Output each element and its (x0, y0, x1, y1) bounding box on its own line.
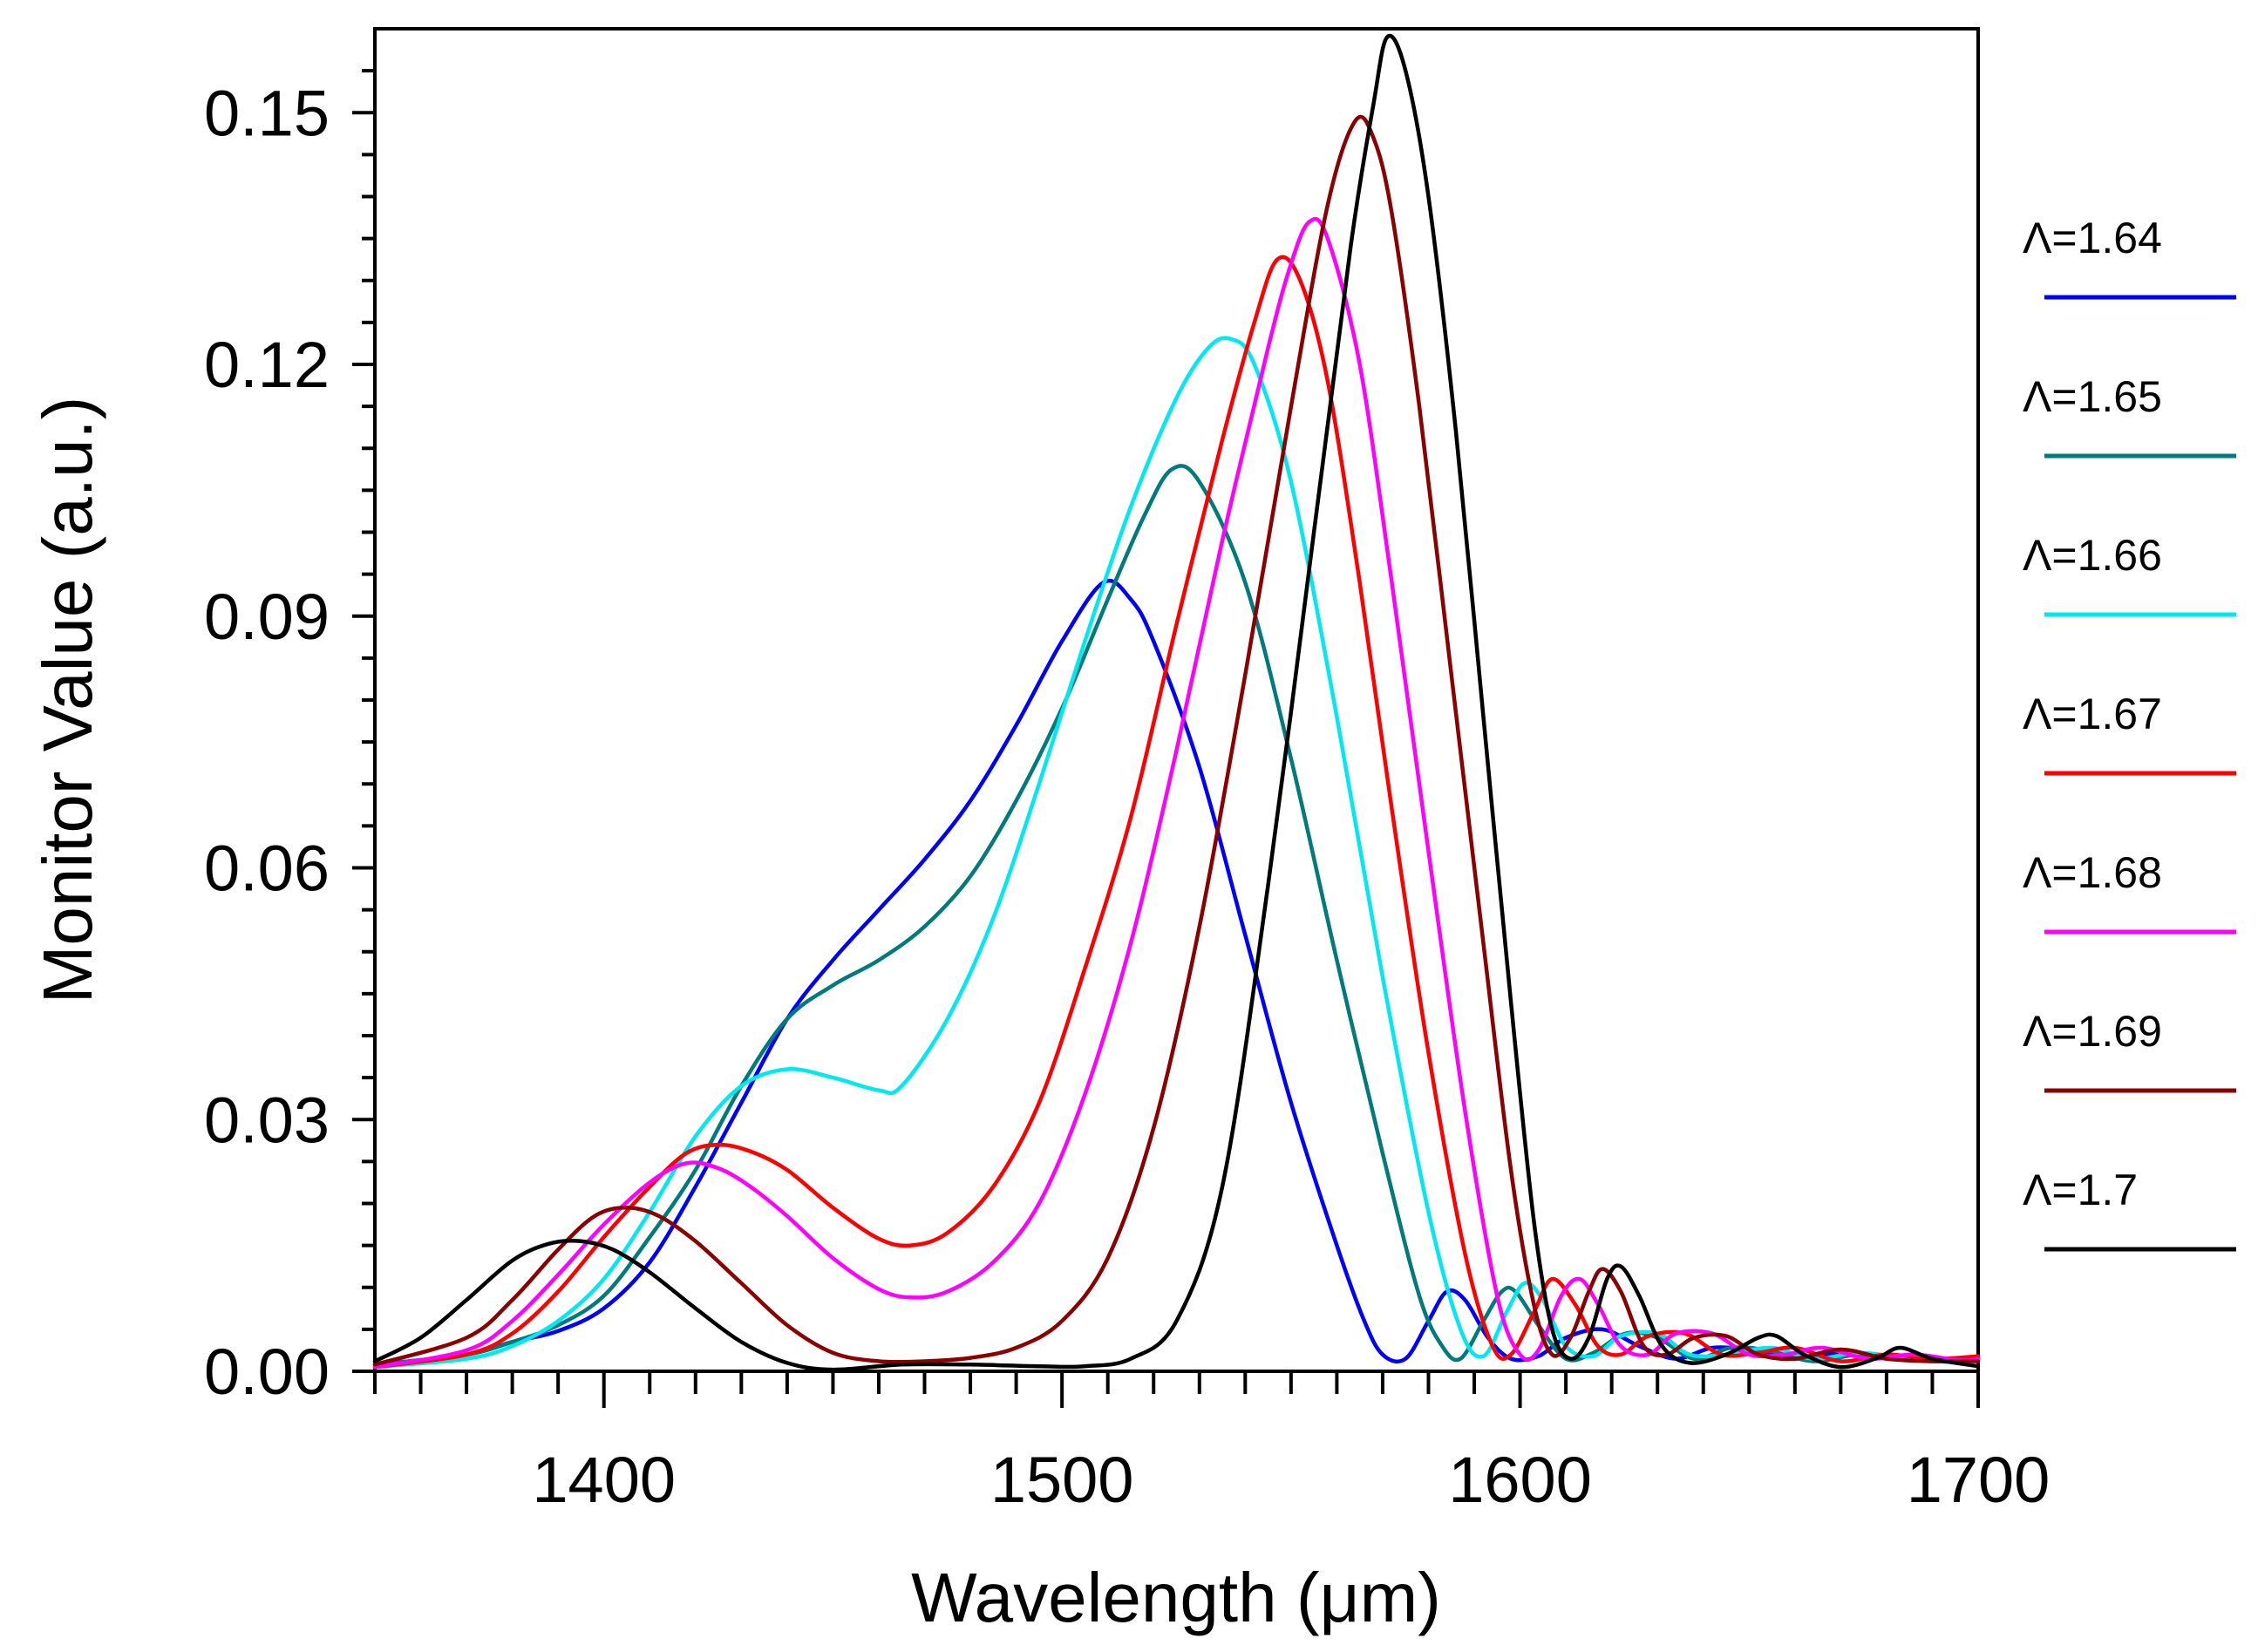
y-tick-label: 0.12 (204, 329, 330, 401)
series-line-6 (372, 114, 1981, 1367)
series-layer (372, 33, 1981, 1372)
y-axis: 0.00 0.03 0.06 0.09 0.12 0.15 (204, 69, 375, 1408)
legend-label: Λ=1.68 (2023, 848, 2162, 897)
x-axis-title: Wavelength (μm) (911, 1559, 1441, 1636)
legend-label: Λ=1.67 (2023, 690, 2162, 738)
legend-label: Λ=1.69 (2023, 1007, 2162, 1056)
legend-label: Λ=1.64 (2023, 214, 2162, 262)
series-line-7 (372, 33, 1981, 1372)
x-axis: 1400 1500 1600 1700 (373, 1371, 2051, 1516)
y-tick-label: 0.15 (204, 77, 330, 149)
x-tick-label: 1600 (1448, 1444, 1592, 1516)
legend-label: Λ=1.65 (2023, 372, 2162, 421)
y-tick-label: 0.06 (204, 833, 330, 905)
legend-label: Λ=1.7 (2023, 1166, 2138, 1214)
y-tick-label: 0.03 (204, 1084, 330, 1156)
x-tick-label: 1700 (1907, 1444, 2051, 1516)
y-tick-label: 0.09 (204, 581, 330, 653)
series-line-4 (372, 255, 1981, 1370)
y-tick-label: 0.00 (204, 1336, 330, 1408)
legend: Λ=1.64 Λ=1.65 Λ=1.66 Λ=1.67 Λ=1.68 Λ=1.69 Λ=1.… (2023, 214, 2236, 1252)
y-axis-title: Monitor Value (a.u.) (29, 397, 106, 1004)
x-tick-label: 1400 (532, 1444, 676, 1516)
legend-label: Λ=1.66 (2023, 531, 2162, 580)
x-tick-label: 1500 (990, 1444, 1134, 1516)
